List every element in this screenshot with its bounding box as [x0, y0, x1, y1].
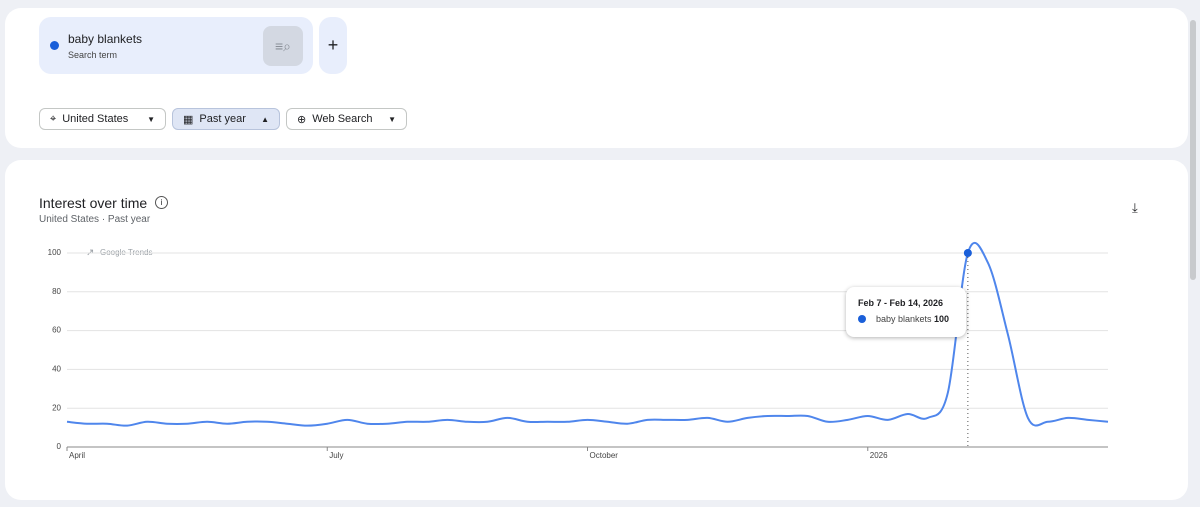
line-series	[66, 241, 1109, 427]
hover-point	[963, 249, 972, 257]
info-icon[interactable]: i	[155, 196, 168, 209]
term-box[interactable]: baby blankets Search term ≡⌕	[39, 17, 313, 74]
y-tick-label: 80	[52, 287, 61, 296]
tooltip-date: Feb 7 - Feb 14, 2026	[858, 298, 944, 308]
chart-card: Interest over time i United States · Pas…	[5, 160, 1188, 500]
y-tick-label: 60	[52, 326, 61, 335]
panel-subtitle: United States · Past year	[39, 214, 151, 225]
y-tick-label: 20	[52, 403, 61, 412]
region: United States	[62, 113, 129, 125]
period-filter[interactable]: ▦ Past year ▲	[172, 108, 280, 130]
x-tick-label: April	[69, 451, 85, 460]
term-dot	[50, 41, 59, 50]
region-filter[interactable]: ⌖ United States ▼	[39, 108, 166, 130]
y-tick-label: 100	[48, 248, 62, 257]
term: baby blankets	[68, 32, 143, 46]
term-type: Search term	[68, 50, 118, 60]
panel-title: Interest over time	[39, 195, 148, 211]
y-tick-label: 0	[57, 442, 62, 451]
period: Past year	[199, 113, 246, 125]
x-tick-label: 2026	[870, 451, 888, 460]
y-tick-label: 40	[52, 365, 61, 374]
tooltip-dot	[858, 315, 866, 323]
search-button[interactable]: ≡⌕	[263, 26, 303, 66]
tooltip-value: 100	[934, 314, 950, 324]
scrollbar[interactable]	[1190, 20, 1196, 280]
property: Web Search	[312, 113, 373, 125]
property-filter[interactable]: ⊕ Web Search ▼	[286, 108, 407, 130]
x-tick-label: July	[329, 451, 343, 460]
tooltip: Feb 7 - Feb 14, 2026 baby blankets 100	[846, 287, 966, 337]
search-card: baby blankets Search term ≡⌕ + ⌖ United S…	[5, 8, 1188, 148]
download-icon[interactable]: ⤓	[1132, 200, 1138, 215]
tooltip-series: baby blankets	[876, 314, 932, 324]
x-tick-label: October	[590, 451, 619, 460]
add-term[interactable]: +	[319, 17, 347, 74]
